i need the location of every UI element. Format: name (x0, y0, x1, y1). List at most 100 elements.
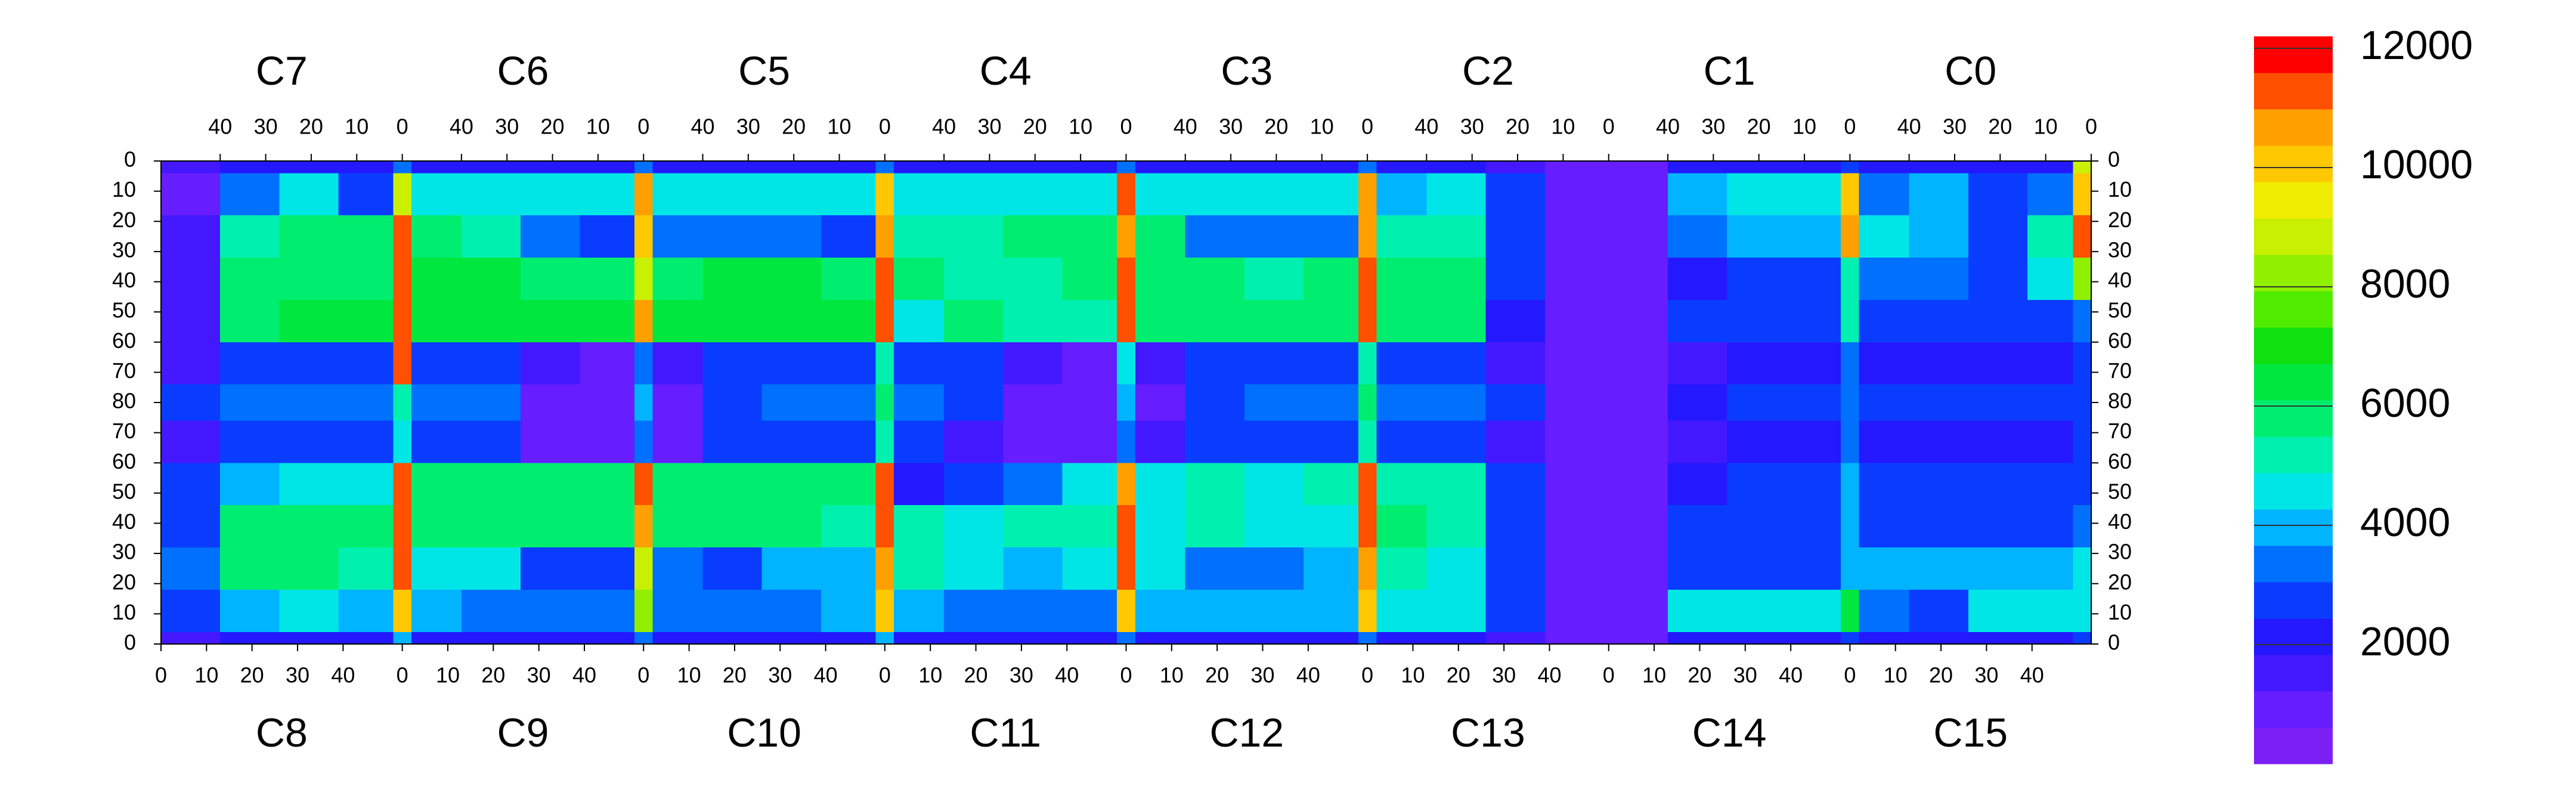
heat-cell (220, 215, 280, 258)
heat-cell (1376, 299, 1427, 342)
x-tick-label-top: 0 (397, 114, 408, 139)
heat-cell (1135, 299, 1185, 342)
heat-cell (521, 463, 580, 506)
heat-cell (1426, 215, 1486, 258)
heat-cell (1135, 173, 1185, 216)
heat-cell (1786, 589, 1841, 632)
heat-cell (220, 420, 280, 463)
heat-cell (1485, 589, 1545, 632)
heat-cell (161, 631, 221, 644)
x-tick-label-bottom: 20 (1688, 663, 1711, 688)
heat-cell (1117, 505, 1135, 547)
heat-cell (461, 215, 521, 258)
heat-cell (652, 173, 703, 216)
x-tick-label-top: 0 (1120, 114, 1132, 139)
heat-cell (1786, 547, 1841, 590)
heat-cell (634, 258, 653, 300)
x-tick-label-top: 20 (1023, 114, 1047, 139)
heat-cell (1667, 547, 1727, 590)
heat-cell (1003, 589, 1063, 632)
heat-cell (875, 589, 894, 632)
heat-cell (1841, 342, 1859, 385)
heat-cell (1358, 547, 1377, 590)
heat-cell (1135, 589, 1185, 632)
heat-cell (1062, 463, 1117, 506)
x-tick-label-bottom: 0 (397, 663, 408, 688)
heat-cell (1426, 342, 1486, 385)
heat-cell (702, 173, 762, 216)
heat-cell (1003, 420, 1063, 463)
heat-cell (580, 342, 634, 385)
colorbar-label: 8000 (2360, 261, 2450, 306)
heat-cell (1786, 215, 1841, 258)
heat-cell (634, 342, 653, 385)
heat-cell (1968, 258, 2028, 300)
heat-cell (393, 161, 411, 174)
heat-cell (1376, 589, 1427, 632)
heat-cell (1786, 463, 1841, 506)
heat-cell (2073, 420, 2091, 463)
colorbar-label: 10000 (2360, 142, 2473, 187)
heat-cell (634, 215, 653, 258)
y-tick-label-left: 10 (112, 177, 136, 202)
heat-cell (411, 173, 462, 216)
heat-cell (1599, 161, 1618, 174)
heat-cell (1304, 258, 1358, 300)
heat-cell (652, 420, 703, 463)
heat-cell (821, 299, 876, 342)
x-tick-label-bottom: 40 (1779, 663, 1803, 688)
heat-cell (875, 342, 894, 385)
heat-cell (1244, 631, 1304, 644)
heat-cell (411, 589, 462, 632)
heat-cell (2027, 299, 2073, 342)
heat-cell (1909, 420, 1968, 463)
chip-label-top: C7 (256, 48, 308, 94)
heat-cell (1727, 342, 1787, 385)
heat-cell (1485, 342, 1545, 385)
x-tick-label-top: 10 (1792, 114, 1816, 139)
heat-cell (1003, 173, 1063, 216)
heat-cell (1135, 384, 1185, 421)
x-tick-label-top: 0 (1844, 114, 1856, 139)
x-tick-label-top: 20 (1747, 114, 1771, 139)
x-tick-label-bottom: 20 (240, 663, 264, 688)
heat-cell (1667, 161, 1727, 174)
heat-cell (1244, 173, 1304, 216)
y-tick-label-right: 10 (2108, 600, 2132, 624)
heat-cell (393, 589, 411, 632)
heat-cell (1485, 258, 1545, 300)
heat-cell (944, 215, 1004, 258)
x-tick-label-bottom: 40 (1296, 663, 1320, 688)
heat-cell (1135, 420, 1185, 463)
heat-cell (1358, 420, 1377, 463)
heat-cell (161, 384, 221, 421)
heat-cell (652, 161, 703, 174)
heat-cell (1618, 173, 1668, 216)
heat-cell (220, 258, 280, 300)
heat-cell (1667, 258, 1727, 300)
x-tick-label-bottom: 40 (331, 663, 355, 688)
heat-cell (1485, 420, 1545, 463)
colorbar-swatch (2254, 691, 2333, 728)
heat-cell (761, 420, 821, 463)
x-tick-label-top: 30 (736, 114, 760, 139)
heat-cell (393, 420, 411, 463)
colorbar-swatch (2254, 436, 2333, 473)
heat-cell (1003, 342, 1063, 385)
heat-cell (944, 505, 1004, 547)
heat-cell (1304, 505, 1358, 547)
x-tick-label-top: 10 (1069, 114, 1092, 139)
heat-cell (580, 589, 634, 632)
heat-cell (702, 631, 762, 644)
y-tick-label-left: 50 (112, 479, 136, 503)
heat-cell (2073, 505, 2091, 547)
heat-cell (580, 505, 634, 547)
heat-cell (1135, 631, 1185, 644)
x-tick-label-bottom: 30 (527, 663, 551, 688)
heat-cell (1968, 384, 2028, 421)
heat-cell (821, 258, 876, 300)
heat-cell (1426, 463, 1486, 506)
heat-cell (1667, 342, 1727, 385)
heat-cell (2027, 384, 2073, 421)
